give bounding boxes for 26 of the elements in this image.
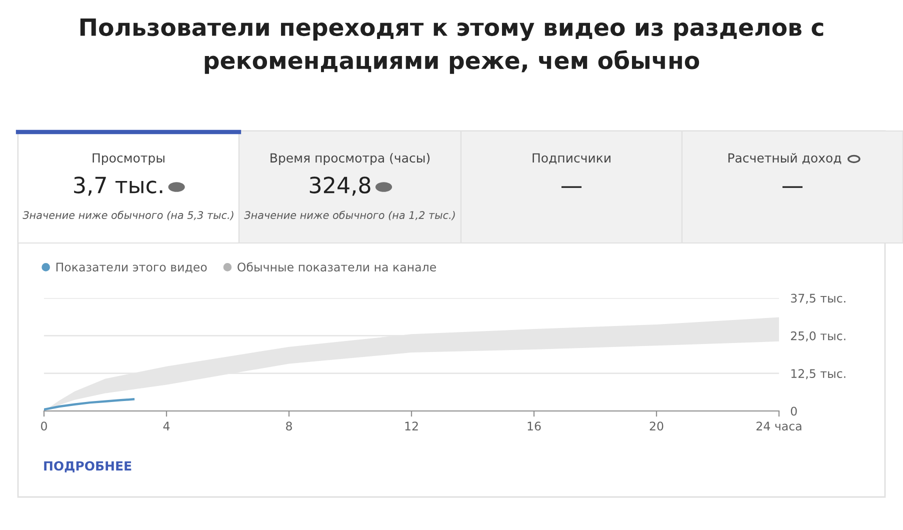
y-tick-label: 37,5 тыс. xyxy=(791,294,846,304)
y-tick-label: 25,0 тыс. xyxy=(790,331,846,342)
text: Значение ниже обычного (на 5,3 тыс.) xyxy=(22,210,234,220)
text: Просмотры xyxy=(92,153,164,166)
legend-label: Показатели этого видео xyxy=(56,262,207,273)
text: — xyxy=(782,186,803,188)
text: Расчетный доход xyxy=(728,153,842,164)
x-tick-label: 16 xyxy=(528,422,541,431)
text: 324,8 xyxy=(310,176,370,196)
text: Значение ниже обычного (на 1,2 тыс.) xyxy=(244,210,455,220)
y-tick-label: 0 xyxy=(790,406,797,416)
text: Время просмотра (часы) xyxy=(270,152,430,166)
x-tick-label: 20 xyxy=(650,422,664,431)
x-tick-label: 12 xyxy=(405,422,418,430)
y-tick-label: 12,5 тыс. xyxy=(791,369,846,380)
x-tick-label: 24 часа xyxy=(756,422,802,431)
text: Подписчики xyxy=(532,153,610,164)
text: — xyxy=(561,186,582,188)
legend-label: Обычные показатели на канале xyxy=(238,262,436,272)
x-tick-label: 0 xyxy=(41,422,47,431)
x-tick-label: 8 xyxy=(286,422,292,431)
text: 3,7 тыс. xyxy=(74,176,162,196)
text: Пользователи переходят к этому видео из разделов с рекомендациями реже, чем обычно xyxy=(80,18,824,74)
text: ПОДРОБНЕЕ xyxy=(44,461,132,472)
line-series xyxy=(44,398,135,411)
x-tick-label: 4 xyxy=(163,422,170,430)
